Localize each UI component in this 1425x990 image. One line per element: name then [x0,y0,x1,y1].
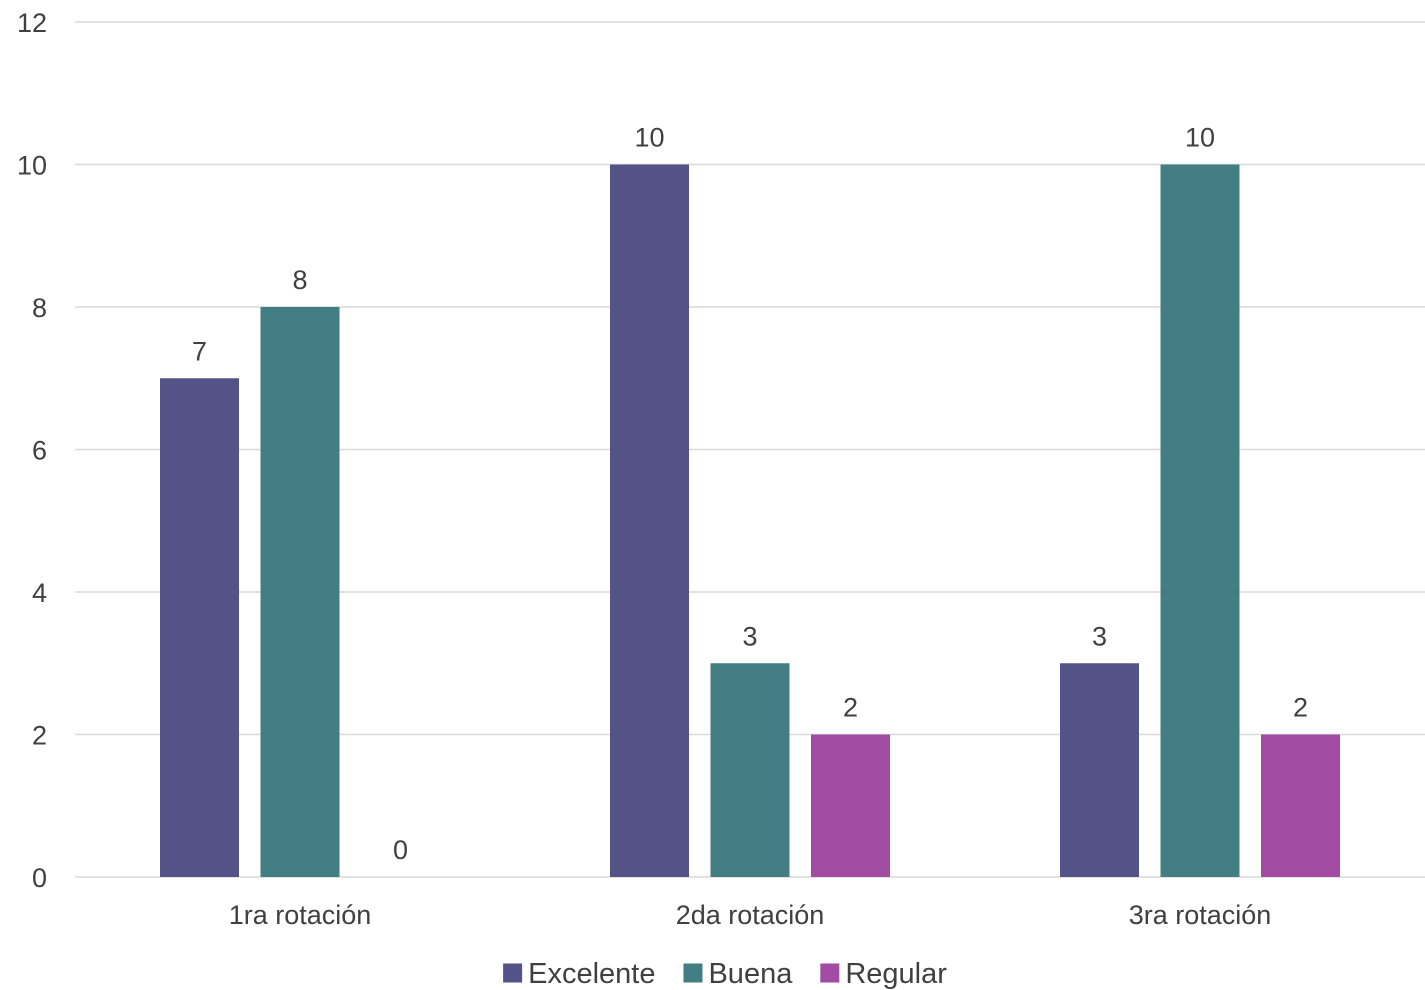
legend-label: Buena [708,958,793,990]
y-tick-label: 6 [32,436,47,466]
legend-swatch [503,964,522,983]
y-tick-label: 2 [32,721,47,751]
data-label: 10 [634,123,664,153]
legend: Excelente Buena Regular [503,958,947,990]
bar-buena-2 [711,663,790,877]
legend-item-buena: Buena [683,958,793,990]
y-tick-label: 10 [17,151,47,181]
y-tick-label: 8 [32,293,47,323]
legend-label: Excelente [528,958,655,990]
bars [160,165,1340,878]
data-label: 7 [192,336,207,366]
y-tick-label: 0 [32,863,47,893]
bar-regular-2 [811,735,890,878]
data-label: 0 [393,835,408,865]
y-tick-label: 4 [32,578,47,608]
bar-regular-3 [1261,735,1340,878]
data-label: 10 [1185,123,1215,153]
data-label: 8 [292,265,307,295]
legend-item-regular: Regular [820,958,947,990]
category-label: 2da rotación [676,900,825,930]
legend-label: Regular [845,958,947,990]
bar-excelente-1 [160,378,239,877]
bar-buena-3 [1161,165,1240,878]
data-label: 2 [843,693,858,723]
category-label: 3ra rotación [1129,900,1272,930]
y-tick-label: 12 [17,8,47,38]
data-label: 3 [742,621,757,651]
bar-excelente-2 [610,165,689,878]
bar-buena-1 [261,307,340,877]
legend-swatch [820,964,839,983]
y-axis-ticks: 0 2 4 6 8 10 12 [17,8,47,893]
legend-item-excelente: Excelente [503,958,655,990]
bar-excelente-3 [1060,663,1139,877]
category-label: 1ra rotación [229,900,372,930]
x-axis-categories: 1ra rotación 2da rotación 3ra rotación [229,900,1272,930]
data-label: 2 [1293,693,1308,723]
data-label: 3 [1092,621,1107,651]
legend-swatch [683,964,702,983]
